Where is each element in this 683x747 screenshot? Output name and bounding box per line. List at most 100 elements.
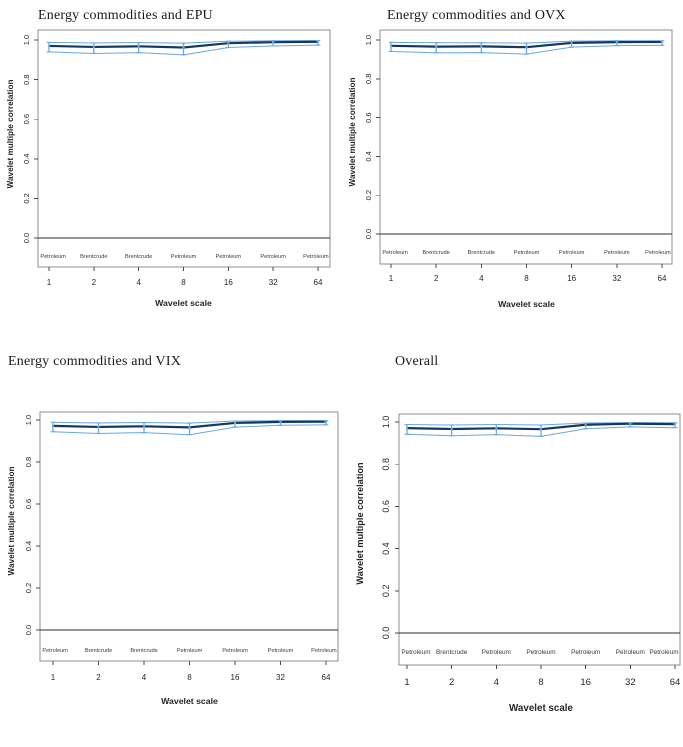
- epu-plot-canvas: 0.0 0.2 0.4 0.6 0.8 1.0 1 2 4 8 16 32 64 Petroleum Bre…: [6, 29, 331, 308]
- svg-text:Petroleum: Petroleum: [171, 254, 197, 260]
- svg-text:Wavelet scale: Wavelet scale: [498, 299, 555, 309]
- chart-title-vix: Energy commodities and VIX: [8, 354, 182, 369]
- svg-text:Wavelet scale: Wavelet scale: [155, 298, 212, 308]
- svg-text:Brentcrude: Brentcrude: [85, 648, 112, 654]
- svg-text:Wavelet multiple correlation: Wavelet multiple correlation: [6, 80, 15, 189]
- svg-text:0.4: 0.4: [24, 541, 33, 551]
- svg-text:8: 8: [524, 274, 529, 283]
- svg-text:Petroleum: Petroleum: [222, 648, 248, 654]
- svg-text:16: 16: [231, 673, 240, 682]
- svg-text:2: 2: [96, 673, 101, 682]
- svg-text:Petroleum: Petroleum: [526, 649, 555, 656]
- svg-text:0.8: 0.8: [381, 458, 391, 471]
- svg-text:0.8: 0.8: [24, 457, 33, 467]
- svg-text:64: 64: [670, 677, 681, 688]
- svg-text:16: 16: [224, 278, 233, 287]
- svg-text:Petroleum: Petroleum: [303, 254, 329, 260]
- svg-text:2: 2: [449, 677, 454, 688]
- svg-text:Petroleum: Petroleum: [571, 649, 600, 656]
- svg-text:0.6: 0.6: [381, 500, 391, 513]
- svg-text:0.6: 0.6: [24, 499, 33, 509]
- svg-text:32: 32: [276, 673, 285, 682]
- svg-text:0.8: 0.8: [364, 74, 373, 84]
- svg-text:0.0: 0.0: [24, 625, 33, 635]
- overall-plot-canvas: 0.0 0.2 0.4 0.6 0.8 1.0 1 2 4 8 16 32 64 Petroleum Bre…: [355, 413, 681, 714]
- svg-text:0.2: 0.2: [24, 583, 33, 593]
- svg-text:8: 8: [187, 673, 192, 682]
- chart-title-ovx: Energy commodities and OVX: [387, 8, 566, 23]
- svg-text:Petroleum: Petroleum: [645, 250, 671, 256]
- svg-text:Petroleum: Petroleum: [216, 254, 242, 260]
- svg-text:Petroleum: Petroleum: [382, 250, 408, 256]
- svg-text:Wavelet multiple correlation: Wavelet multiple correlation: [355, 462, 365, 585]
- svg-text:1.0: 1.0: [22, 35, 31, 45]
- svg-text:0.0: 0.0: [364, 229, 373, 239]
- svg-text:1.0: 1.0: [381, 416, 391, 429]
- chart-title-epu: Energy commodities and EPU: [38, 8, 213, 23]
- svg-text:Petroleum: Petroleum: [616, 649, 645, 656]
- svg-text:8: 8: [181, 278, 186, 287]
- svg-text:16: 16: [580, 677, 591, 688]
- svg-text:2: 2: [92, 278, 97, 287]
- svg-text:4: 4: [479, 274, 484, 283]
- svg-text:0.6: 0.6: [22, 114, 31, 124]
- svg-text:Petroleum: Petroleum: [514, 250, 540, 256]
- svg-text:0.8: 0.8: [22, 74, 31, 84]
- svg-text:1: 1: [47, 278, 52, 287]
- chart-panel-epu: Energy commodities and EPU 0.0 0.2 0.4 0.6 0…: [0, 0, 342, 340]
- svg-text:Brentcrude: Brentcrude: [130, 648, 157, 654]
- svg-text:4: 4: [142, 673, 147, 682]
- svg-text:Petroleum: Petroleum: [401, 649, 430, 656]
- svg-text:Wavelet scale: Wavelet scale: [509, 703, 573, 714]
- svg-text:2: 2: [434, 274, 439, 283]
- chart-panel-ovx: Energy commodities and OVX 0.0 0.2 0.4 0.6 0…: [342, 0, 683, 340]
- svg-text:0.2: 0.2: [364, 190, 373, 200]
- svg-text:4: 4: [136, 278, 141, 287]
- svg-text:32: 32: [612, 274, 621, 283]
- chart-title-overall: Overall: [395, 354, 439, 369]
- svg-text:0.2: 0.2: [22, 193, 31, 203]
- svg-text:1.0: 1.0: [24, 415, 33, 425]
- svg-text:Petroleum: Petroleum: [40, 254, 66, 260]
- chart-panel-vix: Energy commodities and VIX 0.0 0.2 0.4 0.6 0…: [0, 340, 342, 747]
- svg-text:Wavelet multiple correlation: Wavelet multiple correlation: [7, 467, 16, 576]
- vix-plot-canvas: 0.0 0.2 0.4 0.6 0.8 1.0 1 2 4 8 16 32 64 Petroleum Bre…: [7, 411, 339, 706]
- svg-text:Petroleum: Petroleum: [268, 648, 294, 654]
- svg-text:0.0: 0.0: [381, 627, 391, 640]
- svg-text:1: 1: [51, 673, 56, 682]
- svg-text:Petroleum: Petroleum: [559, 250, 585, 256]
- svg-text:0.4: 0.4: [364, 151, 373, 161]
- svg-text:Wavelet scale: Wavelet scale: [161, 696, 218, 706]
- svg-text:1: 1: [389, 274, 394, 283]
- svg-text:Brentcrude: Brentcrude: [422, 250, 449, 256]
- svg-text:0.0: 0.0: [22, 233, 31, 243]
- svg-text:Petroleum: Petroleum: [311, 648, 337, 654]
- svg-text:Brentcrude: Brentcrude: [436, 649, 468, 656]
- svg-text:Petroleum: Petroleum: [260, 254, 286, 260]
- svg-text:64: 64: [322, 673, 331, 682]
- svg-text:1.0: 1.0: [364, 35, 373, 45]
- svg-text:32: 32: [625, 677, 636, 688]
- svg-text:Wavelet multiple correlation: Wavelet multiple correlation: [348, 78, 357, 187]
- svg-text:Brentcrude: Brentcrude: [80, 254, 107, 260]
- svg-text:0.2: 0.2: [381, 585, 391, 598]
- svg-text:Petroleum: Petroleum: [649, 649, 678, 656]
- svg-text:16: 16: [567, 274, 576, 283]
- chart-panel-overall: Overall 0.0 0.2 0.4 0.6 0.8 1.0 1 2 4 8 16 32 64 Petr…: [342, 340, 683, 747]
- svg-text:64: 64: [658, 274, 667, 283]
- svg-text:0.4: 0.4: [381, 542, 391, 555]
- svg-text:Petroleum: Petroleum: [42, 648, 68, 654]
- svg-text:Petroleum: Petroleum: [482, 649, 511, 656]
- svg-text:Petroleum: Petroleum: [604, 250, 630, 256]
- svg-text:Brentcrude: Brentcrude: [468, 250, 495, 256]
- svg-text:0.4: 0.4: [22, 154, 31, 164]
- svg-text:Petroleum: Petroleum: [177, 648, 203, 654]
- svg-text:8: 8: [538, 677, 543, 688]
- svg-text:0.6: 0.6: [364, 112, 373, 122]
- svg-text:4: 4: [494, 677, 499, 688]
- svg-text:Brentcrude: Brentcrude: [125, 254, 152, 260]
- svg-text:1: 1: [404, 677, 409, 688]
- ovx-plot-canvas: 0.0 0.2 0.4 0.6 0.8 1.0 1 2 4 8 16 32 64 Petroleum Bre…: [348, 29, 673, 309]
- svg-text:32: 32: [269, 278, 278, 287]
